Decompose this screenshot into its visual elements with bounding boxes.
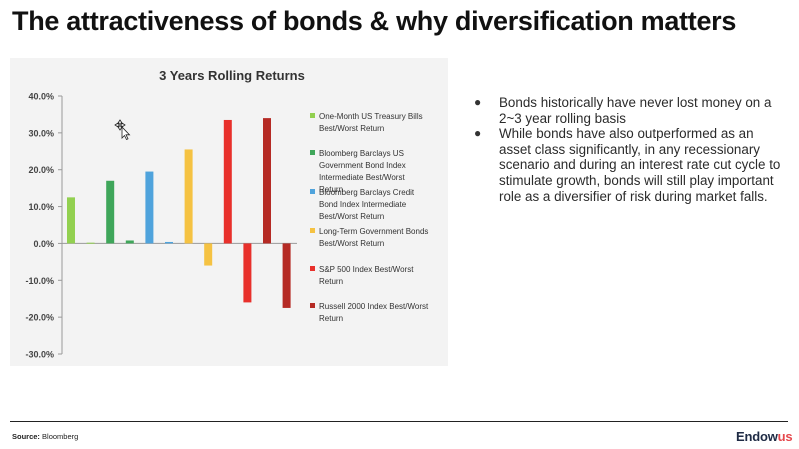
- y-tick-label: 20.0%: [28, 165, 54, 175]
- legend-label: Return: [319, 314, 343, 323]
- y-tick-label: 0.0%: [33, 239, 54, 249]
- bullet-dot-icon: ●: [474, 126, 482, 141]
- legend-swatch: [310, 113, 315, 118]
- legend-swatch: [310, 228, 315, 233]
- bar-worst: [243, 243, 252, 303]
- bar-best: [184, 149, 193, 244]
- legend-label: S&P 500 Index Best/Worst: [319, 265, 414, 274]
- bar-best: [145, 171, 154, 244]
- bar-worst: [204, 243, 213, 266]
- y-tick-label: -30.0%: [25, 350, 54, 360]
- source-label: Source:: [12, 432, 40, 441]
- legend-label: Intermediate Best/Worst: [319, 173, 405, 182]
- y-tick-label: -20.0%: [25, 313, 54, 323]
- legend-label: One-Month US Treasury Bills: [319, 112, 423, 121]
- legend-label: Bond Index Intermediate: [319, 200, 407, 209]
- legend-swatch: [310, 303, 315, 308]
- legend-label: Best/Worst Return: [319, 124, 384, 133]
- bar-best: [263, 118, 271, 244]
- chart-panel: 3 Years Rolling Returns 40.0% 30.0% 20.0% 1…: [10, 58, 448, 366]
- legend-label: Return: [319, 185, 343, 194]
- legend-label: Long-Term Government Bonds: [319, 227, 428, 236]
- legend-label: Return: [319, 277, 343, 286]
- legend-label: Bloomberg Barclays US: [319, 149, 404, 158]
- move-cursor-icon: [114, 119, 131, 141]
- bullet-list: ● Bonds historically have never lost mon…: [474, 95, 784, 204]
- y-tick-label: 40.0%: [28, 92, 54, 102]
- slide-title: The attractiveness of bonds & why divers…: [12, 6, 737, 36]
- y-tick-label: -10.0%: [25, 276, 54, 286]
- y-tick-label: 10.0%: [28, 202, 54, 212]
- bars-group: [67, 118, 291, 308]
- bar-worst: [125, 240, 134, 244]
- legend-label: Bloomberg Barclays Credit: [319, 188, 415, 197]
- returns-chart: 3 Years Rolling Returns 40.0% 30.0% 20.0% 1…: [25, 68, 429, 360]
- legend-label: Government Bond Index: [319, 161, 406, 170]
- brand-logo: Endowus: [736, 429, 793, 444]
- legend: One-Month US Treasury Bills Best/Worst Re…: [310, 112, 429, 323]
- legend-label: Best/Worst Return: [319, 212, 384, 221]
- brand-accent: us: [777, 429, 793, 444]
- source-note: Source: Bloomberg: [12, 432, 78, 441]
- bar-worst: [165, 241, 173, 244]
- bullet-item: ● While bonds have also outperformed as …: [474, 126, 784, 204]
- bar-best: [106, 180, 115, 244]
- bar-worst: [86, 242, 95, 244]
- chart-title: 3 Years Rolling Returns: [159, 68, 305, 83]
- bullet-dot-icon: ●: [474, 95, 482, 109]
- brand-main: Endow: [736, 429, 778, 444]
- bar-best: [223, 119, 232, 244]
- y-axis: 40.0% 30.0% 20.0% 10.0% 0.0% -10.0% -20.0% -30.…: [25, 92, 297, 360]
- legend-swatch: [310, 266, 315, 271]
- bar-best: [67, 197, 75, 244]
- legend-swatch: [310, 189, 315, 194]
- bullet-text: While bonds have also outperformed as an…: [499, 126, 781, 204]
- source-value: Bloomberg: [42, 432, 79, 441]
- footer-divider: [10, 421, 788, 422]
- legend-label: Best/Worst Return: [319, 239, 384, 248]
- legend-label: Russell 2000 Index Best/Worst: [319, 302, 429, 311]
- bullet-text: Bonds historically have never lost money…: [499, 95, 772, 126]
- bullet-item: ● Bonds historically have never lost mon…: [474, 95, 784, 126]
- legend-swatch: [310, 150, 315, 155]
- bar-worst: [282, 243, 291, 308]
- y-tick-label: 30.0%: [28, 128, 54, 138]
